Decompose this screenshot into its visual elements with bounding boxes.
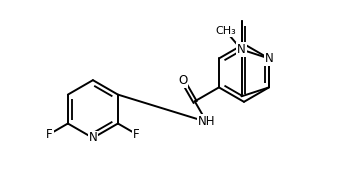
Text: O: O bbox=[178, 74, 188, 87]
Text: NH: NH bbox=[198, 115, 215, 128]
Text: F: F bbox=[46, 128, 53, 141]
Text: F: F bbox=[133, 128, 140, 141]
Text: N: N bbox=[265, 52, 273, 65]
Text: N: N bbox=[89, 131, 97, 145]
Text: CH₃: CH₃ bbox=[215, 26, 236, 36]
Text: N: N bbox=[237, 43, 246, 56]
